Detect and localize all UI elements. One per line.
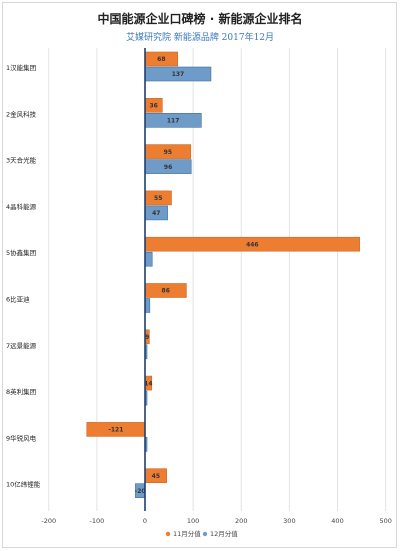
data-label: -20 — [135, 488, 146, 495]
legend-marker-nov — [165, 531, 171, 537]
chart-frame — [2, 2, 397, 548]
x-tick-label: 500 — [379, 517, 391, 525]
data-label: -121 — [108, 427, 123, 434]
data-label: 86 — [162, 288, 170, 295]
category-label: 3天合光能 — [6, 156, 37, 165]
data-label: 45 — [152, 473, 160, 480]
legend-label-nov: 11月分值 — [173, 529, 201, 538]
chart-title: 中国能源企业口碑榜 · 新能源企业排名 — [97, 12, 303, 26]
data-label: 55 — [154, 195, 162, 202]
bar-dec — [144, 251, 153, 267]
data-label: 96 — [164, 164, 172, 171]
category-label: 9华锐风电 — [6, 433, 37, 442]
x-tick-label: 400 — [331, 517, 343, 525]
x-tick-label: 0 — [143, 517, 147, 525]
x-tick-label: 100 — [187, 517, 199, 525]
data-label: 117 — [167, 118, 180, 125]
data-label: 446 — [246, 241, 259, 248]
x-tick-label: 200 — [235, 517, 247, 525]
category-label: 10亿纬锂能 — [6, 480, 41, 489]
data-label: 47 — [152, 210, 160, 217]
category-label: 8英利集团 — [6, 387, 36, 396]
category-label: 6比亚迪 — [6, 295, 30, 304]
legend-marker-dec — [202, 531, 208, 537]
data-label: 9 — [145, 334, 149, 341]
data-label: 14 — [144, 380, 152, 387]
data-label: 95 — [164, 149, 172, 156]
category-label: 1汉能集团 — [6, 63, 36, 72]
chart-subtitle: 艾媒研究院 新能源品牌 2017年12月 — [125, 33, 275, 43]
category-label: 2金风科技 — [6, 109, 37, 118]
category-label: 7远景能源 — [6, 341, 37, 350]
legend-label-dec: 12月分值 — [210, 529, 238, 538]
x-tick-label: -200 — [41, 517, 56, 525]
data-label: 36 — [149, 103, 157, 110]
x-tick-label: 300 — [283, 517, 295, 525]
x-tick-label: -100 — [89, 517, 104, 525]
data-label: 137 — [172, 71, 185, 78]
category-label: 4晶科能源 — [6, 202, 37, 211]
category-label: 5协鑫集团 — [6, 248, 36, 257]
data-label: 68 — [157, 56, 165, 63]
